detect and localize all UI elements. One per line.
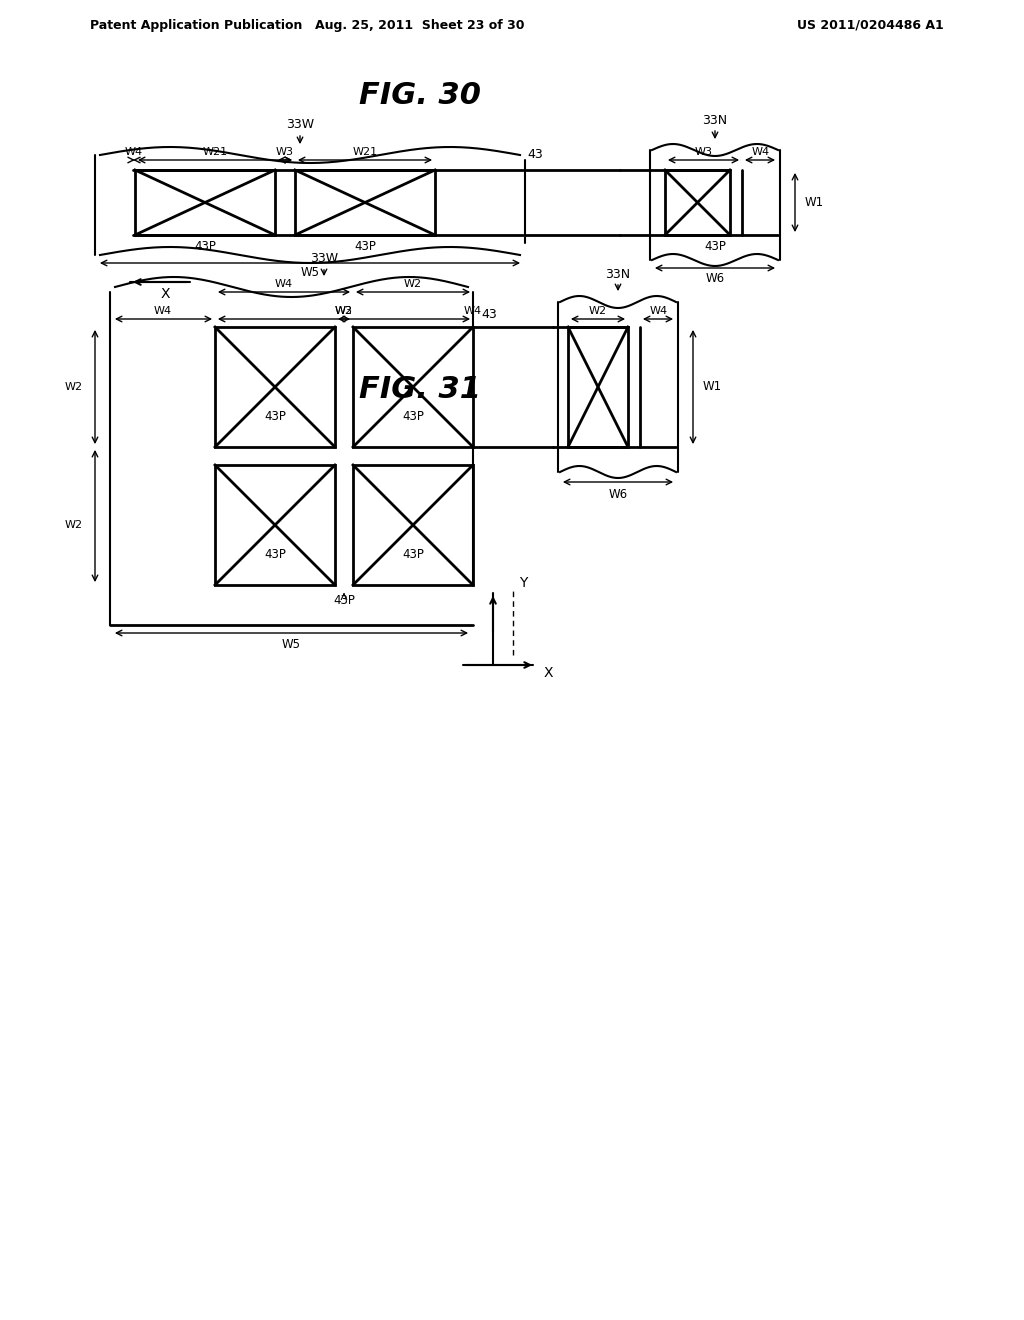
- Text: W5: W5: [282, 639, 301, 652]
- Text: W5: W5: [300, 267, 319, 280]
- Text: 43P: 43P: [333, 594, 355, 606]
- Text: 43: 43: [527, 149, 543, 161]
- Text: W6: W6: [706, 272, 725, 285]
- Text: W3: W3: [335, 306, 353, 315]
- Bar: [353, 327, 473, 447]
- Text: W4: W4: [752, 147, 770, 157]
- Text: FIG. 30: FIG. 30: [359, 81, 481, 110]
- Text: 43P: 43P: [264, 549, 286, 561]
- Bar: [135, 170, 275, 235]
- Text: 43P: 43P: [354, 240, 376, 253]
- Text: W2: W2: [589, 306, 607, 315]
- Text: X: X: [544, 667, 553, 680]
- Bar: [215, 327, 335, 447]
- Text: 43P: 43P: [264, 411, 286, 424]
- Text: 33N: 33N: [605, 268, 631, 281]
- Bar: [295, 170, 435, 235]
- Text: 33N: 33N: [702, 114, 728, 127]
- Text: W2: W2: [403, 279, 422, 289]
- Text: W2: W2: [65, 381, 83, 392]
- Text: 43P: 43P: [402, 411, 424, 424]
- Text: 43: 43: [481, 309, 497, 322]
- Text: 33W: 33W: [310, 252, 338, 265]
- Text: W4: W4: [464, 306, 482, 315]
- Bar: [353, 465, 473, 585]
- Text: 43P: 43P: [195, 240, 216, 253]
- Text: W1: W1: [805, 195, 824, 209]
- Text: 43P: 43P: [705, 240, 726, 253]
- Text: W2: W2: [65, 520, 83, 531]
- Text: 43P: 43P: [402, 549, 424, 561]
- Text: W21: W21: [352, 147, 378, 157]
- Bar: [215, 465, 335, 585]
- Text: US 2011/0204486 A1: US 2011/0204486 A1: [797, 18, 943, 32]
- Text: W4: W4: [154, 306, 172, 315]
- Text: Y: Y: [519, 576, 527, 590]
- Text: W3: W3: [276, 147, 294, 157]
- Text: X: X: [160, 286, 170, 301]
- Text: 33W: 33W: [286, 119, 314, 132]
- Text: Patent Application Publication: Patent Application Publication: [90, 18, 302, 32]
- Bar: [665, 170, 730, 235]
- Text: W3: W3: [694, 147, 713, 157]
- Text: W4: W4: [274, 279, 293, 289]
- Text: W1: W1: [703, 380, 722, 393]
- Bar: [568, 327, 628, 447]
- Text: W6: W6: [608, 487, 628, 500]
- Text: W2: W2: [335, 306, 353, 315]
- Text: W21: W21: [203, 147, 227, 157]
- Text: W4: W4: [125, 147, 143, 157]
- Text: FIG. 31: FIG. 31: [359, 375, 481, 404]
- Text: W4: W4: [650, 306, 668, 315]
- Text: Aug. 25, 2011  Sheet 23 of 30: Aug. 25, 2011 Sheet 23 of 30: [315, 18, 524, 32]
